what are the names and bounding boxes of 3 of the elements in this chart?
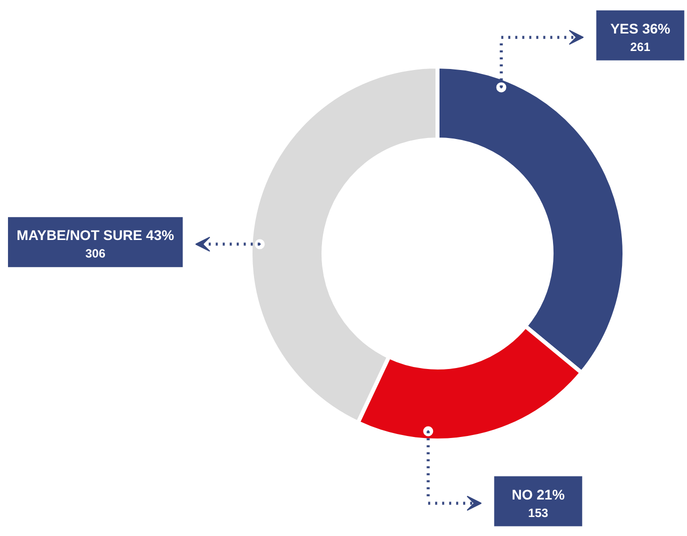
- slice-label: NO 21% 153: [512, 486, 566, 520]
- slice-label: MAYBE/NOT SURE 43% 306: [16, 227, 175, 261]
- legend-label: YES 36% 261: [610, 20, 671, 54]
